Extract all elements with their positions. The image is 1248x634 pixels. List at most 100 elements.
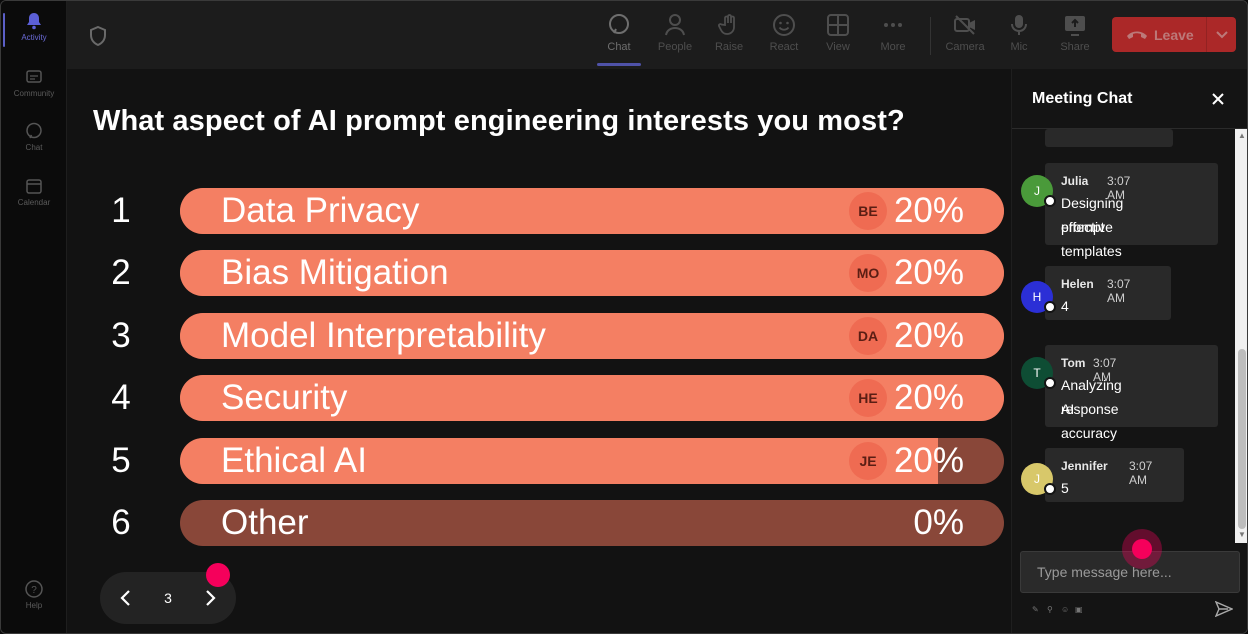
chevron-right-icon[interactable]: [198, 586, 222, 610]
scroll-up-icon[interactable]: ▲: [1238, 131, 1246, 140]
calendar-icon: [26, 179, 42, 194]
rail-item-activity[interactable]: Activity: [1, 11, 67, 47]
scroll-down-icon[interactable]: ▼: [1238, 530, 1246, 539]
poll-option[interactable]: 6 Other 0%: [67, 500, 1011, 546]
option-label: Bias Mitigation: [221, 253, 449, 292]
poll-option[interactable]: 5 Ethical AI JE 20%: [67, 438, 1011, 484]
chat-button-label: Chat: [607, 41, 631, 53]
option-bar: Model Interpretability DA 20%: [180, 313, 1004, 359]
raise-button-label: Raise: [714, 41, 744, 53]
chat-scrollbar[interactable]: ▲ ▼: [1235, 129, 1247, 543]
rail-item-community[interactable]: Community: [1, 67, 67, 98]
scrollbar-thumb[interactable]: [1238, 349, 1246, 529]
poll-option[interactable]: 1 Data Privacy BE 20%: [67, 188, 1011, 234]
person-icon: [665, 14, 685, 36]
mic-button[interactable]: Mic: [994, 13, 1044, 53]
option-label: Model Interpretability: [221, 316, 546, 355]
close-icon[interactable]: [1210, 91, 1226, 107]
option-percent: 20%: [893, 441, 964, 480]
poll-question: What aspect of AI prompt engineering int…: [93, 105, 905, 137]
message-text: Designing effective: [1061, 195, 1124, 235]
message-text: Analyzing AI: [1061, 377, 1122, 417]
voter-avatar: BE: [849, 192, 887, 230]
presence-status-icon: [1044, 195, 1056, 207]
poll-option[interactable]: 4 Security HE 20%: [67, 375, 1011, 421]
poll-option[interactable]: 3 Model Interpretability DA 20%: [67, 313, 1011, 359]
emoji-icon[interactable]: ☺: [1061, 605, 1070, 614]
svg-text:?: ?: [31, 585, 37, 596]
leave-button[interactable]: Leave: [1112, 17, 1236, 52]
people-button[interactable]: People: [650, 13, 700, 53]
rail-label: Chat: [25, 143, 43, 152]
share-button[interactable]: Share: [1050, 13, 1100, 53]
leave-options-dropdown[interactable]: [1206, 17, 1236, 52]
option-percent: 20%: [893, 191, 964, 230]
rail-item-help[interactable]: ? Help: [1, 579, 67, 610]
more-button[interactable]: More: [868, 13, 918, 53]
left-rail: Activity Community Chat Calendar ? Help: [1, 1, 67, 633]
rail-item-calendar[interactable]: Calendar: [1, 176, 67, 207]
voter-avatar: DA: [849, 317, 887, 355]
send-icon[interactable]: [1215, 601, 1233, 617]
react-button-label: React: [769, 41, 799, 53]
message-input[interactable]: [1021, 552, 1239, 592]
microphone-icon: [1011, 15, 1027, 35]
option-number: 5: [111, 441, 131, 480]
community-icon: [26, 70, 42, 83]
bell-icon: [27, 13, 41, 30]
rail-label: Calendar: [17, 198, 51, 207]
cursor-indicator: [1122, 529, 1162, 569]
chat-icon: [26, 122, 42, 139]
option-label: Data Privacy: [221, 191, 420, 230]
raise-hand-button[interactable]: Raise: [704, 13, 754, 53]
sender-name: Helen: [1061, 277, 1094, 291]
smiley-icon: [773, 14, 795, 36]
attach-icon[interactable]: ⚲: [1047, 605, 1053, 614]
message-bubble: [1045, 163, 1218, 245]
option-label: Ethical AI: [221, 441, 367, 480]
presence-status-icon: [1044, 301, 1056, 313]
view-button[interactable]: View: [813, 13, 863, 53]
meeting-toolbar: Chat People Raise React View More Camera: [67, 1, 1247, 69]
option-fill: [180, 438, 939, 484]
option-percent: 20%: [893, 316, 964, 355]
message-input-box: [1020, 551, 1240, 593]
rail-label: Help: [25, 601, 43, 610]
chat-icon: [609, 14, 629, 34]
sender-name: Julia: [1061, 174, 1089, 188]
voter-avatar: MO: [849, 254, 887, 292]
format-icon[interactable]: ✎: [1032, 605, 1039, 614]
option-number: 2: [111, 253, 131, 292]
page-number: 3: [164, 590, 172, 606]
view-button-label: View: [826, 41, 850, 53]
message-text: prompt templates: [1061, 219, 1122, 259]
chat-button[interactable]: Chat: [594, 13, 644, 66]
react-button[interactable]: React: [759, 13, 809, 53]
shield-icon: [90, 26, 106, 46]
poll-option[interactable]: 2 Bias Mitigation MO 20%: [67, 250, 1011, 296]
message-bubble: [1045, 345, 1218, 427]
gif-icon[interactable]: ▣: [1075, 605, 1083, 614]
message-text: 5: [1061, 480, 1069, 496]
option-label: Security: [221, 378, 348, 417]
message-time: 3:07 AM: [1107, 277, 1131, 305]
message-text: 4: [1061, 298, 1069, 314]
option-percent: 20%: [893, 378, 964, 417]
option-number: 6: [111, 503, 131, 542]
chevron-left-icon[interactable]: [114, 586, 138, 610]
chat-title: Meeting Chat: [1032, 90, 1133, 107]
message-text: response accuracy: [1061, 401, 1119, 441]
leave-button-label: Leave: [1154, 26, 1194, 43]
people-button-label: People: [657, 41, 693, 53]
presence-status-icon: [1044, 377, 1056, 389]
chevron-down-icon: [1215, 30, 1228, 38]
message-time: 3:07 AM: [1093, 356, 1117, 384]
meeting-chat-panel: Meeting Chat J Julia 3:07 AM Designing effe…: [1011, 69, 1247, 633]
option-number: 4: [111, 378, 131, 417]
mic-button-label: Mic: [1010, 41, 1028, 53]
rail-item-chat[interactable]: Chat: [1, 121, 67, 152]
camera-button[interactable]: Camera: [940, 13, 990, 53]
avatar[interactable]: H: [1021, 281, 1053, 313]
option-percent: 20%: [893, 253, 964, 292]
hand-icon: [718, 14, 735, 35]
